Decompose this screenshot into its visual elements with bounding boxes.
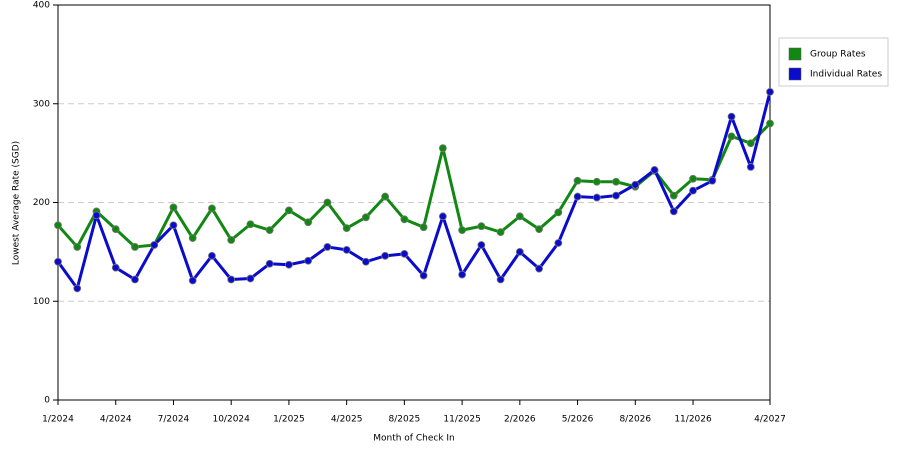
data-point bbox=[438, 144, 447, 153]
data-point bbox=[265, 259, 274, 268]
data-point bbox=[554, 208, 563, 217]
data-point bbox=[246, 274, 255, 283]
x-tick-label: 8/2026 bbox=[619, 415, 651, 425]
data-point bbox=[111, 263, 120, 272]
data-point bbox=[573, 176, 582, 185]
data-point bbox=[208, 204, 216, 213]
data-point bbox=[669, 191, 678, 200]
data-point bbox=[496, 228, 505, 237]
y-tick-label: 200 bbox=[33, 198, 50, 208]
data-point bbox=[689, 186, 697, 195]
data-point bbox=[54, 257, 62, 266]
x-tick-label: 10/2024 bbox=[212, 415, 250, 425]
data-point bbox=[400, 215, 409, 224]
y-tick-label: 0 bbox=[44, 396, 50, 406]
data-point bbox=[458, 226, 467, 235]
data-point bbox=[458, 270, 467, 279]
data-point bbox=[361, 213, 370, 222]
data-point bbox=[304, 218, 313, 227]
data-point bbox=[73, 284, 82, 293]
data-point bbox=[285, 206, 293, 215]
data-point bbox=[54, 221, 62, 230]
data-point bbox=[631, 180, 640, 189]
x-tick-label: 2/2026 bbox=[504, 415, 536, 425]
data-point bbox=[169, 221, 178, 230]
x-tick-label: 4/2027 bbox=[754, 415, 786, 425]
data-point bbox=[131, 243, 139, 251]
x-tick-label: 8/2025 bbox=[389, 415, 421, 425]
data-point bbox=[592, 193, 601, 202]
data-point bbox=[342, 245, 351, 254]
x-tick-label: 11/2025 bbox=[443, 415, 480, 425]
data-point bbox=[265, 226, 274, 235]
data-point bbox=[323, 198, 332, 207]
data-point bbox=[554, 239, 563, 247]
data-point bbox=[746, 163, 755, 171]
data-point bbox=[188, 234, 197, 242]
x-tick-label: 5/2026 bbox=[562, 415, 594, 425]
data-point bbox=[188, 276, 197, 285]
data-point bbox=[535, 264, 543, 273]
data-point bbox=[361, 257, 370, 266]
data-point bbox=[746, 139, 755, 148]
data-point bbox=[342, 224, 351, 233]
data-point bbox=[708, 176, 717, 185]
data-point bbox=[131, 275, 139, 284]
x-tick-label: 1/2024 bbox=[42, 415, 74, 425]
y-tick-label: 300 bbox=[33, 99, 50, 109]
x-tick-label: 11/2026 bbox=[674, 415, 712, 425]
legend-swatch bbox=[788, 67, 802, 81]
x-tick-label: 1/2025 bbox=[273, 415, 305, 425]
data-point bbox=[419, 223, 428, 232]
data-point bbox=[111, 225, 120, 234]
data-point bbox=[246, 220, 255, 229]
data-point bbox=[419, 271, 428, 280]
data-point bbox=[400, 249, 409, 258]
data-point bbox=[92, 211, 101, 220]
data-point bbox=[227, 236, 236, 244]
data-point bbox=[208, 251, 216, 260]
data-point bbox=[477, 241, 486, 249]
x-tick-label: 7/2024 bbox=[158, 415, 190, 425]
data-point bbox=[438, 212, 447, 221]
data-point bbox=[381, 192, 390, 201]
y-tick-label: 100 bbox=[33, 297, 50, 307]
data-point bbox=[612, 177, 620, 186]
data-point bbox=[150, 241, 159, 249]
data-point bbox=[496, 275, 505, 284]
data-point bbox=[592, 177, 601, 186]
data-point bbox=[650, 166, 659, 174]
y-tick-label: 400 bbox=[33, 1, 50, 11]
data-point bbox=[727, 132, 736, 141]
x-tick-label: 4/2024 bbox=[100, 415, 132, 425]
data-point bbox=[515, 212, 524, 221]
data-point bbox=[766, 88, 774, 96]
y-axis-label: Lowest Average Rate (SGD) bbox=[12, 141, 22, 265]
data-point bbox=[323, 243, 332, 251]
legend-label: Group Rates bbox=[810, 50, 866, 60]
data-point bbox=[535, 225, 543, 234]
plot-frame bbox=[57, 4, 771, 401]
data-point bbox=[766, 119, 774, 128]
data-point bbox=[612, 191, 620, 200]
data-point bbox=[381, 251, 390, 260]
legend-swatch bbox=[788, 47, 802, 61]
data-point bbox=[73, 243, 82, 251]
x-axis-label: Month of Check In bbox=[373, 434, 455, 444]
data-point bbox=[227, 275, 236, 284]
data-point bbox=[477, 222, 486, 231]
x-tick-label: 4/2025 bbox=[331, 415, 363, 425]
data-point bbox=[515, 247, 524, 256]
data-point bbox=[573, 192, 582, 201]
series-line bbox=[56, 91, 772, 290]
data-point bbox=[169, 203, 178, 212]
data-point bbox=[689, 174, 697, 183]
legend-label: Individual Rates bbox=[810, 70, 882, 80]
data-point bbox=[727, 112, 736, 121]
data-point bbox=[304, 256, 313, 265]
data-point bbox=[285, 260, 293, 269]
data-point bbox=[669, 207, 678, 216]
